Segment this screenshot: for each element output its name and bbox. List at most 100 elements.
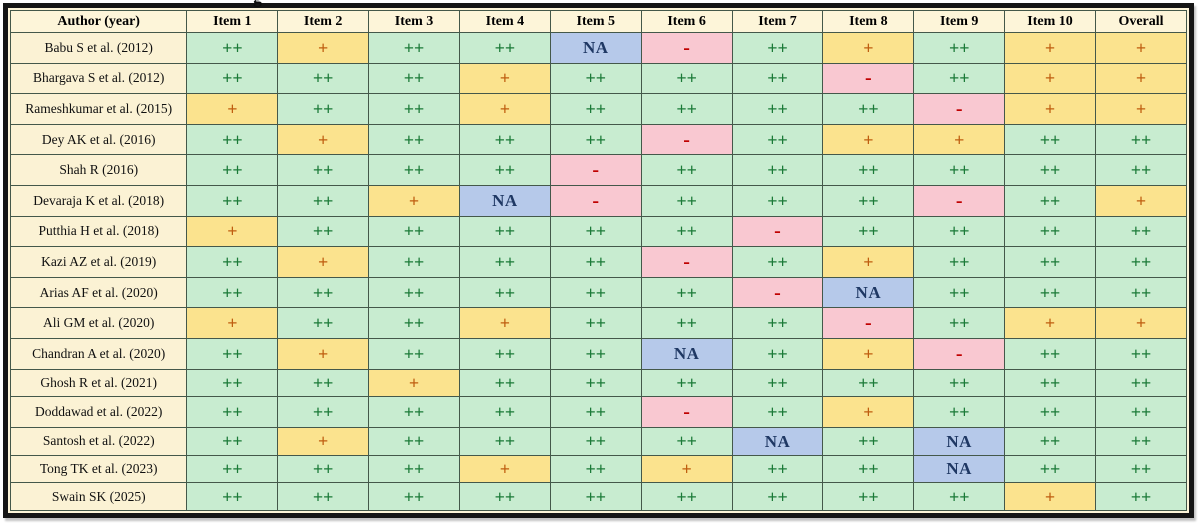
rating-cell: ++ (1004, 276, 1096, 309)
rating-cell: ++ (1094, 215, 1188, 248)
rating-cell: ++ (458, 276, 551, 309)
rating-cell: ++ (458, 426, 551, 456)
rating-cell: ++ (458, 396, 551, 428)
rating-cell: ++ (731, 154, 824, 186)
rating-cell: ++ (1004, 184, 1096, 217)
rating-cell: + (458, 307, 551, 339)
rating-cell: ++ (186, 337, 279, 370)
study-row: Swain SK (2025) ++ ++ ++ ++ ++ ++ ++ ++ ++ + ++ (9, 482, 1188, 511)
rating-cell: ++ (549, 454, 642, 484)
rating-cell: ++ (368, 337, 460, 370)
rating-cell: ++ (458, 154, 551, 186)
rating-cell: ++ (277, 215, 370, 248)
rating-cell: + (1094, 307, 1188, 339)
rating-cell: ++ (822, 215, 915, 248)
rating-cell: ++ (549, 215, 642, 248)
rating-cell: ++ (277, 454, 370, 484)
study-row: Ghosh R et al. (2021) ++ ++ + ++ ++ ++ ++ ++ ++ ++… (9, 368, 1188, 398)
rating-cell: ++ (913, 246, 1006, 278)
rating-cell: ++ (822, 454, 915, 484)
study-row: Santosh et al. (2022) ++ + ++ ++ ++ ++ NA ++ NA ++… (9, 426, 1188, 456)
rating-cell: NA (458, 184, 551, 217)
rating-cell: - (640, 396, 733, 428)
rating-cell: ++ (822, 93, 915, 125)
rating-cell: ++ (731, 93, 824, 125)
rating-cell: ++ (549, 396, 642, 428)
rating-cell: ++ (458, 337, 551, 370)
rating-cell: ++ (731, 482, 824, 511)
rating-cell: ++ (822, 426, 915, 456)
column-header-item-4: Item 4 (458, 10, 551, 33)
rating-cell: ++ (186, 246, 279, 278)
rating-cell: ++ (640, 93, 733, 125)
rating-cell: ++ (822, 184, 915, 217)
rating-cell: ++ (186, 454, 279, 484)
rating-cell: ++ (277, 62, 370, 95)
rating-cell: + (458, 62, 551, 95)
author-cell: Santosh et al. (2022) (9, 426, 188, 456)
rating-cell: ++ (822, 482, 915, 511)
rating-cell: + (1004, 62, 1096, 95)
rating-cell: + (277, 337, 370, 370)
rating-cell: ++ (731, 454, 824, 484)
rating-cell: ++ (640, 154, 733, 186)
rating-cell: ++ (549, 307, 642, 339)
rating-cell: + (458, 454, 551, 484)
author-cell: Swain SK (2025) (9, 482, 188, 511)
rating-cell: ++ (368, 396, 460, 428)
rating-cell: + (822, 396, 915, 428)
rating-cell: + (822, 337, 915, 370)
rating-cell: ++ (277, 396, 370, 428)
rating-cell: NA (549, 32, 642, 64)
column-header-author-year-: Author (year) (9, 10, 188, 33)
rating-cell: ++ (913, 62, 1006, 95)
author-cell: Devaraja K et al. (2018) (9, 184, 188, 217)
rating-cell: - (913, 184, 1006, 217)
rating-cell: + (277, 426, 370, 456)
rating-cell: ++ (1004, 215, 1096, 248)
author-cell: Ghosh R et al. (2021) (9, 368, 188, 398)
rating-cell: ++ (731, 123, 824, 156)
rating-cell: - (913, 93, 1006, 125)
rating-cell: - (913, 337, 1006, 370)
rating-cell: + (822, 123, 915, 156)
rating-cell: ++ (913, 215, 1006, 248)
column-header-item-9: Item 9 (913, 10, 1006, 33)
rating-cell: ++ (186, 123, 279, 156)
rating-cell: ++ (549, 426, 642, 456)
rating-cell: ++ (913, 307, 1006, 339)
rating-cell: ++ (1094, 246, 1188, 278)
rating-cell: ++ (458, 246, 551, 278)
rating-cell: ++ (186, 276, 279, 309)
rating-cell: ++ (1094, 276, 1188, 309)
rating-cell: ++ (1004, 426, 1096, 456)
rating-cell: + (1094, 93, 1188, 125)
column-header-item-7: Item 7 (731, 10, 824, 33)
rating-cell: + (640, 454, 733, 484)
rating-cell: ++ (640, 215, 733, 248)
rating-cell: - (731, 276, 824, 309)
rating-cell: ++ (1094, 123, 1188, 156)
study-row: Tong TK et al. (2023) ++ ++ ++ + ++ + ++ ++ NA ++ +… (9, 454, 1188, 484)
study-row: Arias AF et al. (2020) ++ ++ ++ ++ ++ ++ - NA ++ +… (9, 276, 1188, 309)
rating-cell: ++ (186, 154, 279, 186)
rating-cell: ++ (186, 368, 279, 398)
rating-cell: ++ (549, 123, 642, 156)
rating-cell: ++ (1094, 454, 1188, 484)
rating-cell: ++ (731, 62, 824, 95)
study-row: Chandran A et al. (2020) ++ + ++ ++ ++ NA ++ + - +… (9, 337, 1188, 370)
rating-cell: ++ (822, 368, 915, 398)
rating-cell: + (186, 307, 279, 339)
study-row: Ali GM et al. (2020) + ++ ++ + ++ ++ ++ - ++ + + (9, 307, 1188, 339)
rating-cell: ++ (913, 32, 1006, 64)
rating-cell: + (1004, 32, 1096, 64)
author-cell: Arias AF et al. (2020) (9, 276, 188, 309)
rating-cell: ++ (731, 184, 824, 217)
study-row: Shah R (2016) ++ ++ ++ ++ - ++ ++ ++ ++ ++ ++ (9, 154, 1188, 186)
rating-cell: ++ (640, 482, 733, 511)
rating-cell: ++ (1094, 368, 1188, 398)
rating-cell: ++ (1004, 154, 1096, 186)
rating-cell: ++ (913, 154, 1006, 186)
rating-cell: ++ (368, 215, 460, 248)
study-row: Kazi AZ et al. (2019) ++ + ++ ++ ++ - ++ + ++ ++ ++ (9, 246, 1188, 278)
